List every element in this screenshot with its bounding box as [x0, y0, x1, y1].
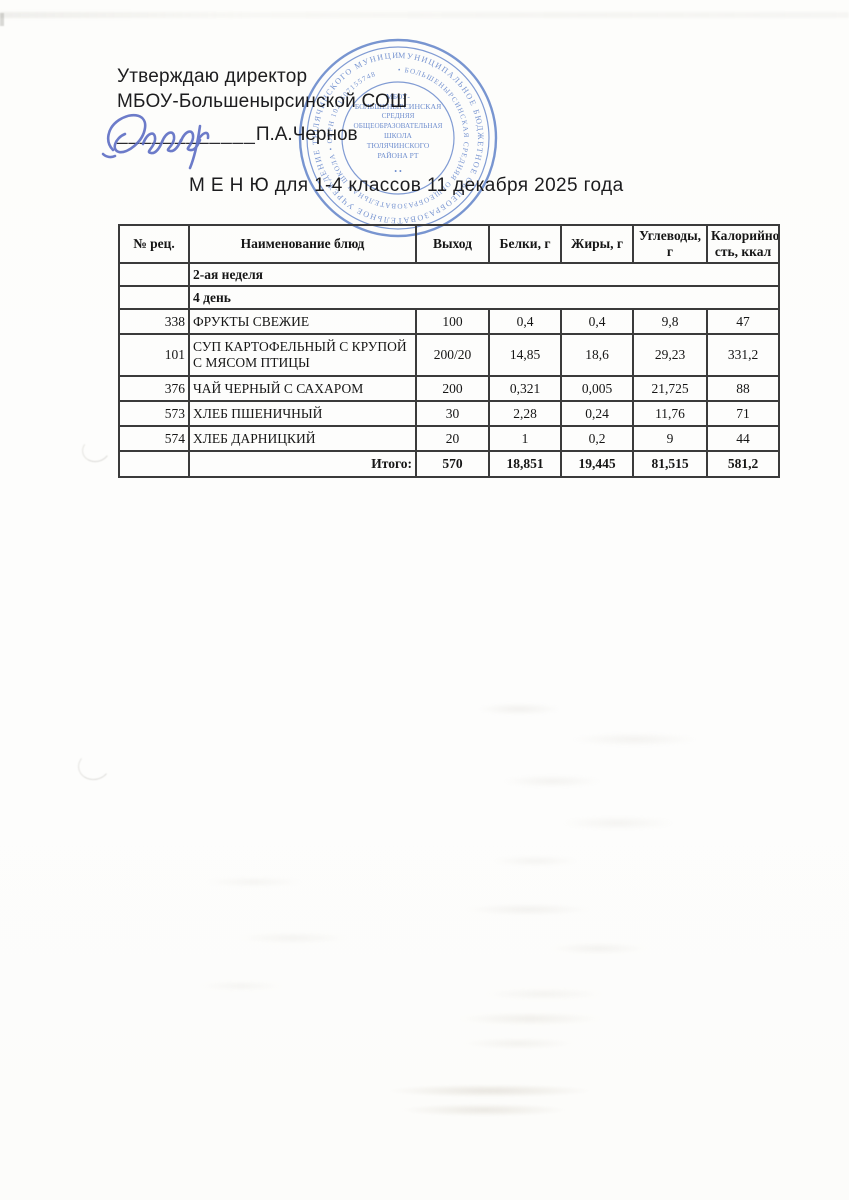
- total-protein: 18,851: [488, 450, 562, 478]
- protein-value: 0,4: [488, 308, 562, 335]
- carbs-value: 11,76: [632, 400, 708, 427]
- dish-name: СУП КАРТОФЕЛЬНЫЙ С КРУПОЙ С МЯСОМ ПТИЦЫ: [188, 333, 417, 377]
- table-row: 574 ХЛЕБ ДАРНИЦКИЙ 20 1 0,2 9 44: [118, 425, 780, 452]
- dish-name: ЧАЙ ЧЕРНЫЙ С САХАРОМ: [188, 375, 417, 402]
- recipe-number: 376: [118, 375, 190, 402]
- menu-table: № рец. Наименование блюд Выход Белки, г …: [118, 224, 780, 478]
- dish-name: ХЛЕБ ДАРНИЦКИЙ: [188, 425, 417, 452]
- empty-cell: [118, 262, 190, 287]
- stamp-center-line-5: ШКОЛА: [384, 131, 413, 140]
- carbs-value: 9,8: [632, 308, 708, 335]
- fat-value: 0,2: [560, 425, 634, 452]
- header-dish-name: Наименование блюд: [188, 224, 417, 264]
- recipe-number: 573: [118, 400, 190, 427]
- paper-crease-mark: [76, 749, 112, 783]
- week-label: 2-ая неделя: [188, 262, 780, 287]
- output-value: 30: [415, 400, 490, 427]
- fat-value: 18,6: [560, 333, 634, 377]
- dish-name: ХЛЕБ ПШЕНИЧНЫЙ: [188, 400, 417, 427]
- total-label: Итого:: [188, 450, 417, 478]
- scan-edge-artifact: [0, 12, 849, 18]
- output-value: 20: [415, 425, 490, 452]
- dish-name: ФРУКТЫ СВЕЖИЕ: [188, 308, 417, 335]
- total-carbs: 81,515: [632, 450, 708, 478]
- calories-value: 47: [706, 308, 780, 335]
- bleed-through-artifact: [420, 690, 750, 880]
- approval-line-1: Утверждаю директор: [117, 66, 308, 87]
- total-calories: 581,2: [706, 450, 780, 478]
- day-section-row: 4 день: [118, 285, 780, 310]
- fat-value: 0,24: [560, 400, 634, 427]
- bleed-through-artifact: [345, 1082, 635, 1122]
- protein-value: 14,85: [488, 333, 562, 377]
- stamp-center-line-6: ТЮЛЯЧИНСКОГО: [367, 141, 430, 150]
- carbs-value: 21,725: [632, 375, 708, 402]
- stamp-center-line-4: ОБЩЕОБРАЗОВАТЕЛЬНАЯ: [354, 122, 443, 130]
- table-row: 338 ФРУКТЫ СВЕЖИЕ 100 0,4 0,4 9,8 47: [118, 308, 780, 335]
- header-recipe-number: № рец.: [118, 224, 190, 264]
- table-header-row: № рец. Наименование блюд Выход Белки, г …: [118, 224, 780, 264]
- menu-table-container: № рец. Наименование блюд Выход Белки, г …: [118, 224, 780, 478]
- calories-value: 88: [706, 375, 780, 402]
- bleed-through-artifact: [400, 890, 720, 1020]
- header-protein: Белки, г: [488, 224, 562, 264]
- header-carbs: Углеводы, г: [632, 224, 708, 264]
- bleed-through-artifact: [415, 1005, 645, 1060]
- menu-title: М Е Н Ю для 1-4 классов 11 декабря 2025 …: [189, 175, 624, 196]
- fat-value: 0,005: [560, 375, 634, 402]
- fat-value: 0,4: [560, 308, 634, 335]
- calories-value: 71: [706, 400, 780, 427]
- output-value: 200/20: [415, 333, 490, 377]
- output-value: 100: [415, 308, 490, 335]
- calories-value: 44: [706, 425, 780, 452]
- header-fat: Жиры, г: [560, 224, 634, 264]
- total-fat: 19,445: [560, 450, 634, 478]
- carbs-value: 29,23: [632, 333, 708, 377]
- recipe-number: 101: [118, 333, 190, 377]
- recipe-number: 338: [118, 308, 190, 335]
- day-label: 4 день: [188, 285, 780, 310]
- table-row: 573 ХЛЕБ ПШЕНИЧНЫЙ 30 2,28 0,24 11,76 71: [118, 400, 780, 427]
- paper-crease-mark: [79, 435, 113, 465]
- protein-value: 1: [488, 425, 562, 452]
- header-output: Выход: [415, 224, 490, 264]
- total-row: Итого: 570 18,851 19,445 81,515 581,2: [118, 450, 780, 478]
- stamp-center-line-7: РАЙОНА РТ: [377, 151, 418, 160]
- protein-value: 2,28: [488, 400, 562, 427]
- empty-cell: [118, 450, 190, 478]
- handwritten-signature: [101, 113, 210, 170]
- output-value: 200: [415, 375, 490, 402]
- carbs-value: 9: [632, 425, 708, 452]
- empty-cell: [118, 285, 190, 310]
- total-output: 570: [415, 450, 490, 478]
- header-calories: Калорийно сть, ккал: [706, 224, 780, 264]
- table-row: 376 ЧАЙ ЧЕРНЫЙ С САХАРОМ 200 0,321 0,005…: [118, 375, 780, 402]
- bleed-through-artifact: [150, 850, 410, 1010]
- table-row: 101 СУП КАРТОФЕЛЬНЫЙ С КРУПОЙ С МЯСОМ ПТ…: [118, 333, 780, 377]
- week-section-row: 2-ая неделя: [118, 262, 780, 287]
- recipe-number: 574: [118, 425, 190, 452]
- signatory-name: П.А.Чернов: [255, 124, 358, 145]
- scan-edge-mark: [0, 13, 4, 26]
- protein-value: 0,321: [488, 375, 562, 402]
- calories-value: 331,2: [706, 333, 780, 377]
